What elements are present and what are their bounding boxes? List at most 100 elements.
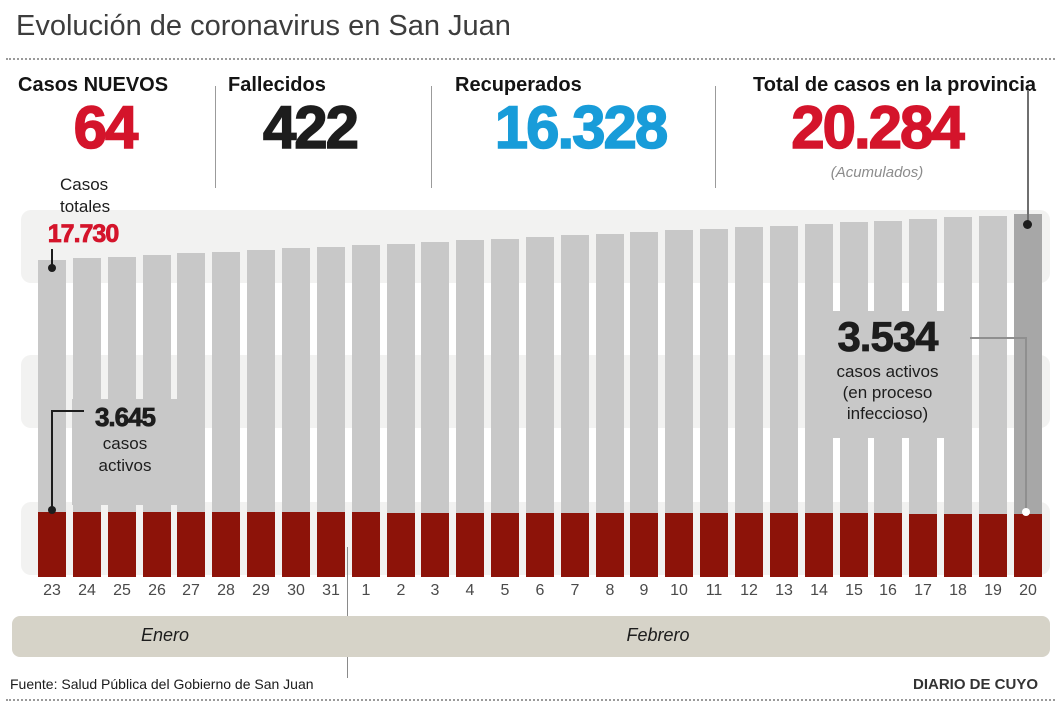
leader-line-first-active-v xyxy=(51,410,53,510)
axis-day-label: 20 xyxy=(1019,582,1037,599)
chart-bar-day-13 xyxy=(770,226,798,577)
axis-day-label: 9 xyxy=(639,582,649,599)
first-total-label-line2: totales xyxy=(60,197,111,216)
chart-bar-active-segment xyxy=(909,514,937,577)
chart-bar-active-segment xyxy=(596,513,624,577)
axis-day-label: 17 xyxy=(914,582,932,599)
axis-day-label: 19 xyxy=(984,582,1002,599)
axis-day-label: 12 xyxy=(740,582,758,599)
axis-day-label: 26 xyxy=(148,582,166,599)
chart-bar-active-segment xyxy=(108,512,136,577)
last-active-line2: (en proceso xyxy=(842,383,933,402)
chart-bar-day-6 xyxy=(526,237,554,577)
first-total-label: Casos totales xyxy=(60,174,110,218)
axis-day-label: 13 xyxy=(775,582,793,599)
chart-bar-active-segment xyxy=(317,512,345,577)
chart-bar-day-8 xyxy=(596,234,624,577)
chart-bar-active-segment xyxy=(526,513,554,577)
axis-day-label: 1 xyxy=(361,582,371,599)
chart-bar-active-segment xyxy=(177,512,205,577)
axis-day-label: 14 xyxy=(810,582,828,599)
leader-line-total-to-bar xyxy=(1027,90,1029,223)
axis-day-label: 28 xyxy=(217,582,235,599)
chart-bar-active-segment xyxy=(282,512,310,577)
chart-bar-day-23 xyxy=(38,260,66,577)
chart-bar-active-segment xyxy=(421,513,449,577)
chart-bar-day-11 xyxy=(700,229,728,577)
last-active-callout: 3.534 casos activos (en proceso infeccio… xyxy=(805,311,970,438)
last-active-line1: casos activos xyxy=(836,362,939,381)
first-active-line2: activos xyxy=(98,456,152,475)
first-total-label-line1: Casos xyxy=(60,175,109,194)
axis-day-label: 30 xyxy=(287,582,305,599)
chart-bar-day-19 xyxy=(979,216,1007,577)
leader-dot-total-to-bar xyxy=(1023,220,1032,229)
chart-bar-active-segment xyxy=(387,513,415,577)
axis-day-label: 5 xyxy=(500,582,510,599)
stats-divider xyxy=(431,86,432,188)
month-label-january: Enero xyxy=(140,625,190,645)
chart-bar-day-3 xyxy=(421,242,449,577)
chart-bar-active-segment xyxy=(944,514,972,577)
chart-bar-day-31 xyxy=(317,247,345,577)
chart-bar-active-segment xyxy=(247,512,275,577)
chart-bar-day-10 xyxy=(665,230,693,577)
chart-bar-day-28 xyxy=(212,252,240,577)
chart-bar-active-segment xyxy=(1014,514,1042,577)
last-active-value: 3.534 xyxy=(837,313,939,361)
chart-bar-day-7 xyxy=(561,235,589,577)
first-active-value: 3.645 xyxy=(94,402,157,433)
stat-new-cases-label: Casos NUEVOS xyxy=(18,74,169,96)
chart-bar-active-segment xyxy=(874,513,902,577)
chart-bar-day-30 xyxy=(282,248,310,577)
chart-bar-active-segment xyxy=(491,513,519,577)
stat-recovered-label: Recuperados xyxy=(455,74,582,96)
first-total-value: 17.730 xyxy=(47,220,119,249)
chart-bar-day-4 xyxy=(456,240,484,577)
axis-day-label: 6 xyxy=(535,582,545,599)
first-active-callout: 3.645 casos activos xyxy=(72,399,178,505)
stat-deaths-label: Fallecidos xyxy=(228,74,326,96)
last-active-line3: infeccioso) xyxy=(846,404,929,423)
axis-day-label: 4 xyxy=(465,582,475,599)
leader-line-first-total xyxy=(51,249,53,266)
chart-bar-day-27 xyxy=(177,253,205,577)
stat-total-note: (Acumulados) xyxy=(830,164,924,181)
leader-dot-first-active xyxy=(48,506,56,514)
footer-divider xyxy=(6,699,1055,701)
chart-bar-active-segment xyxy=(979,514,1007,577)
chart-bar-active-segment xyxy=(212,512,240,577)
chart-bar-active-segment xyxy=(770,513,798,577)
source-credit: Fuente: Salud Pública del Gobierno de Sa… xyxy=(10,676,314,692)
axis-day-label: 10 xyxy=(670,582,688,599)
stat-total-label: Total de casos en la provincia xyxy=(753,74,1037,96)
stat-recovered-value: 16.328 xyxy=(494,94,669,161)
month-separator-line xyxy=(347,547,348,678)
leader-line-first-active-h xyxy=(52,410,84,412)
axis-day-label: 8 xyxy=(605,582,615,599)
chart-bar-active-segment xyxy=(735,513,763,577)
axis-day-label: 27 xyxy=(182,582,200,599)
leader-dot-last-active xyxy=(1022,508,1030,516)
chart-bar-active-segment xyxy=(630,513,658,577)
chart-bar-active-segment xyxy=(805,513,833,577)
chart-bar-day-29 xyxy=(247,250,275,577)
stat-total-value: 20.284 xyxy=(790,94,965,161)
axis-day-label: 15 xyxy=(845,582,863,599)
axis-day-label: 24 xyxy=(78,582,96,599)
chart-bar-day-12 xyxy=(735,227,763,577)
leader-dot-first-total xyxy=(48,264,56,272)
chart-bar-day-20 xyxy=(1014,214,1042,577)
page-title: Evolución de coronavirus en San Juan xyxy=(16,10,511,42)
chart-bar-active-segment xyxy=(38,512,66,577)
stat-deaths-value: 422 xyxy=(262,94,360,161)
axis-day-label: 16 xyxy=(879,582,897,599)
chart-bar-active-segment xyxy=(143,512,171,577)
chart-bar-day-9 xyxy=(630,232,658,577)
chart-bar-day-2 xyxy=(387,244,415,577)
chart-bar-active-segment xyxy=(352,512,380,577)
chart-bar-active-segment xyxy=(73,512,101,577)
chart-bar-active-segment xyxy=(456,513,484,577)
chart-bar-active-segment xyxy=(700,513,728,577)
